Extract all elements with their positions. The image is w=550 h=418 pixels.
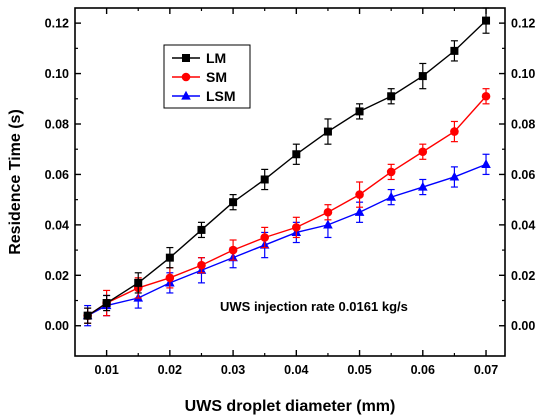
legend: LM SM LSM	[163, 44, 251, 109]
series-sm	[83, 88, 491, 324]
annotation-text: UWS injection rate 0.0161 kg/s	[220, 299, 408, 314]
data-point-lsm	[417, 181, 428, 191]
x-tick-label: 0.01	[94, 363, 118, 377]
y-axis-title: Residence Time (s)	[7, 109, 24, 255]
y-tick-label-left: 0.02	[45, 269, 69, 283]
data-point-sm	[418, 147, 428, 157]
series-line-lsm	[87, 163, 487, 317]
data-point-sm	[292, 223, 301, 232]
data-point-lm	[355, 107, 364, 116]
y-tick-label-right: 0.06	[511, 168, 535, 182]
series-lm	[83, 7, 491, 324]
data-point-sm	[386, 167, 396, 177]
y-tick-label-right: 0.08	[511, 118, 535, 132]
y-tick-label-left: 0.10	[45, 67, 69, 81]
data-point-lm	[229, 198, 238, 207]
data-point-lsm	[354, 207, 365, 216]
data-point-sm	[197, 260, 206, 270]
data-point-sm	[260, 233, 270, 242]
y-tick-label-left: 0.06	[45, 168, 69, 182]
y-tick-label-right: 0.10	[511, 67, 535, 81]
x-axis-title: UWS droplet diameter (mm)	[185, 398, 396, 415]
y-tick-label-left: 0.12	[45, 17, 69, 31]
data-point-lsm	[323, 219, 333, 229]
data-point-sm	[228, 245, 238, 255]
x-tick-label: 0.05	[347, 363, 371, 377]
x-tick-label: 0.04	[284, 363, 308, 377]
y-tick-label-right: 0.02	[511, 269, 535, 283]
y-tick-label-left: 0.08	[45, 118, 69, 132]
data-point-lsm	[481, 159, 491, 168]
data-point-lm	[165, 253, 174, 262]
series-line-lm	[87, 20, 487, 317]
legend-marker-sm	[181, 72, 191, 82]
data-point-lm	[292, 150, 301, 159]
data-point-lm	[260, 175, 269, 184]
legend-marker-lm	[182, 54, 190, 62]
legend-label-lm: LM	[206, 50, 226, 66]
y-tick-label-right: 0.04	[511, 218, 535, 232]
data-point-lm	[102, 299, 111, 308]
data-point-lm	[83, 311, 92, 320]
data-point-sm	[165, 273, 175, 283]
x-tick-label: 0.06	[411, 363, 435, 377]
x-tick-label: 0.07	[474, 363, 498, 377]
data-point-sm	[481, 91, 491, 101]
data-point-lm	[134, 278, 143, 287]
plot-frame	[74, 7, 506, 357]
y-tick-label-left: 0.00	[45, 319, 69, 333]
y-tick-label-right: 0.00	[511, 319, 535, 333]
legend-marker-lsm	[181, 90, 191, 100]
data-point-lsm	[449, 171, 460, 181]
x-tick-label: 0.03	[221, 363, 245, 377]
data-point-lm	[323, 127, 332, 136]
data-point-sm	[450, 127, 459, 136]
data-point-lm	[418, 72, 427, 81]
data-point-sm	[323, 207, 333, 217]
legend-label-sm: SM	[206, 69, 227, 85]
data-point-lm	[197, 225, 206, 234]
data-point-lm	[482, 16, 491, 25]
series-line-sm	[87, 95, 487, 317]
data-point-sm	[355, 190, 364, 199]
data-point-lm	[387, 92, 396, 101]
data-point-lsm	[386, 191, 396, 201]
data-point-lm	[450, 46, 459, 55]
y-tick-label-right: 0.12	[511, 17, 535, 31]
x-tick-label: 0.02	[158, 363, 182, 377]
y-tick-label-left: 0.04	[45, 218, 69, 232]
legend-label-lsm: LSM	[206, 88, 236, 104]
